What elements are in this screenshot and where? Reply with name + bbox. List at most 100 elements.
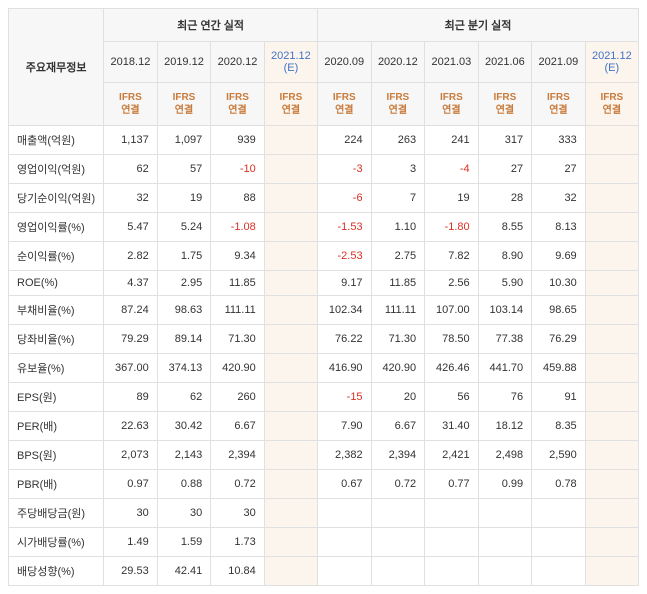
data-cell xyxy=(585,499,638,528)
data-cell: 2.82 xyxy=(104,242,158,271)
data-cell xyxy=(264,383,317,412)
data-cell: 0.72 xyxy=(211,470,265,499)
period-header: 2021.03 xyxy=(425,42,479,83)
data-cell xyxy=(264,213,317,242)
table-row: EPS(원)8962260-1520567691 xyxy=(9,383,639,412)
data-cell: 5.24 xyxy=(157,213,211,242)
ifrs-header: IFRS연결 xyxy=(157,83,211,126)
data-cell xyxy=(264,184,317,213)
data-cell: 420.90 xyxy=(371,354,425,383)
data-cell: 0.97 xyxy=(104,470,158,499)
data-cell: 374.13 xyxy=(157,354,211,383)
data-cell: 459.88 xyxy=(532,354,586,383)
data-cell: 98.65 xyxy=(532,296,586,325)
data-cell: -2.53 xyxy=(318,242,372,271)
data-cell xyxy=(585,155,638,184)
data-cell: 1.73 xyxy=(211,528,265,557)
ifrs-header: IFRS연결 xyxy=(532,83,586,126)
data-cell: 31.40 xyxy=(425,412,479,441)
data-cell xyxy=(425,499,479,528)
financial-table: 주요재무정보 최근 연간 실적 최근 분기 실적 2018.122019.122… xyxy=(8,8,639,586)
data-cell xyxy=(371,499,425,528)
row-label: 당기순이익(억원) xyxy=(9,184,104,213)
row-label: 당좌비율(%) xyxy=(9,325,104,354)
quarter-group-header: 최근 분기 실적 xyxy=(318,9,639,42)
data-cell: 20 xyxy=(371,383,425,412)
row-label: 시가배당률(%) xyxy=(9,528,104,557)
data-cell: 32 xyxy=(532,184,586,213)
period-header: 2019.12 xyxy=(157,42,211,83)
ifrs-header: IFRS연결 xyxy=(425,83,479,126)
data-cell xyxy=(585,242,638,271)
data-cell xyxy=(532,528,586,557)
data-cell: 426.46 xyxy=(425,354,479,383)
data-cell: 4.37 xyxy=(104,271,158,296)
data-cell: 28 xyxy=(478,184,532,213)
period-header: 2018.12 xyxy=(104,42,158,83)
data-cell: 7.90 xyxy=(318,412,372,441)
data-cell: 241 xyxy=(425,126,479,155)
data-cell: 62 xyxy=(157,383,211,412)
row-label: 주당배당금(원) xyxy=(9,499,104,528)
data-cell: 2.56 xyxy=(425,271,479,296)
data-cell: 441.70 xyxy=(478,354,532,383)
data-cell: 0.88 xyxy=(157,470,211,499)
data-cell: 89.14 xyxy=(157,325,211,354)
row-label: 매출액(억원) xyxy=(9,126,104,155)
data-cell: 939 xyxy=(211,126,265,155)
row-label: 영업이익률(%) xyxy=(9,213,104,242)
data-cell xyxy=(318,499,372,528)
data-cell: 8.35 xyxy=(532,412,586,441)
data-cell: 1.10 xyxy=(371,213,425,242)
data-cell: 1.49 xyxy=(104,528,158,557)
table-row: ROE(%)4.372.9511.859.1711.852.565.9010.3… xyxy=(9,271,639,296)
data-cell xyxy=(264,557,317,586)
data-cell: 263 xyxy=(371,126,425,155)
data-cell xyxy=(532,499,586,528)
data-cell: 76.29 xyxy=(532,325,586,354)
data-cell: 98.63 xyxy=(157,296,211,325)
data-cell xyxy=(264,155,317,184)
data-cell xyxy=(585,271,638,296)
row-label: BPS(원) xyxy=(9,441,104,470)
row-label: ROE(%) xyxy=(9,271,104,296)
table-body: 매출액(억원)1,1371,097939224263241317333영업이익(… xyxy=(9,126,639,586)
data-cell: 27 xyxy=(532,155,586,184)
data-cell: 102.34 xyxy=(318,296,372,325)
data-cell: 2,143 xyxy=(157,441,211,470)
data-cell: 420.90 xyxy=(211,354,265,383)
row-label: PBR(배) xyxy=(9,470,104,499)
table-row: 부채비율(%)87.2498.63111.11102.34111.11107.0… xyxy=(9,296,639,325)
table-row: PER(배)22.6330.426.677.906.6731.4018.128.… xyxy=(9,412,639,441)
data-cell xyxy=(585,383,638,412)
data-cell: 1,097 xyxy=(157,126,211,155)
data-cell: 107.00 xyxy=(425,296,479,325)
data-cell: 22.63 xyxy=(104,412,158,441)
data-cell: 30 xyxy=(104,499,158,528)
table-row: 영업이익(억원)6257-10-33-42727 xyxy=(9,155,639,184)
row-label-header: 주요재무정보 xyxy=(9,9,104,126)
row-label: 유보율(%) xyxy=(9,354,104,383)
data-cell xyxy=(478,557,532,586)
data-cell xyxy=(585,470,638,499)
data-cell xyxy=(585,213,638,242)
data-cell xyxy=(264,412,317,441)
data-cell: 57 xyxy=(157,155,211,184)
ifrs-header: IFRS연결 xyxy=(211,83,265,126)
data-cell: 317 xyxy=(478,126,532,155)
data-cell xyxy=(585,184,638,213)
data-cell: 71.30 xyxy=(371,325,425,354)
data-cell: 77.38 xyxy=(478,325,532,354)
data-cell xyxy=(585,441,638,470)
data-cell: 91 xyxy=(532,383,586,412)
data-cell: 2.75 xyxy=(371,242,425,271)
data-cell: 56 xyxy=(425,383,479,412)
data-cell: -1.53 xyxy=(318,213,372,242)
data-cell: 0.72 xyxy=(371,470,425,499)
data-cell: 111.11 xyxy=(371,296,425,325)
data-cell xyxy=(425,528,479,557)
period-header: 2021.09 xyxy=(532,42,586,83)
data-cell xyxy=(264,499,317,528)
data-cell: 9.69 xyxy=(532,242,586,271)
period-header: 2020.09 xyxy=(318,42,372,83)
